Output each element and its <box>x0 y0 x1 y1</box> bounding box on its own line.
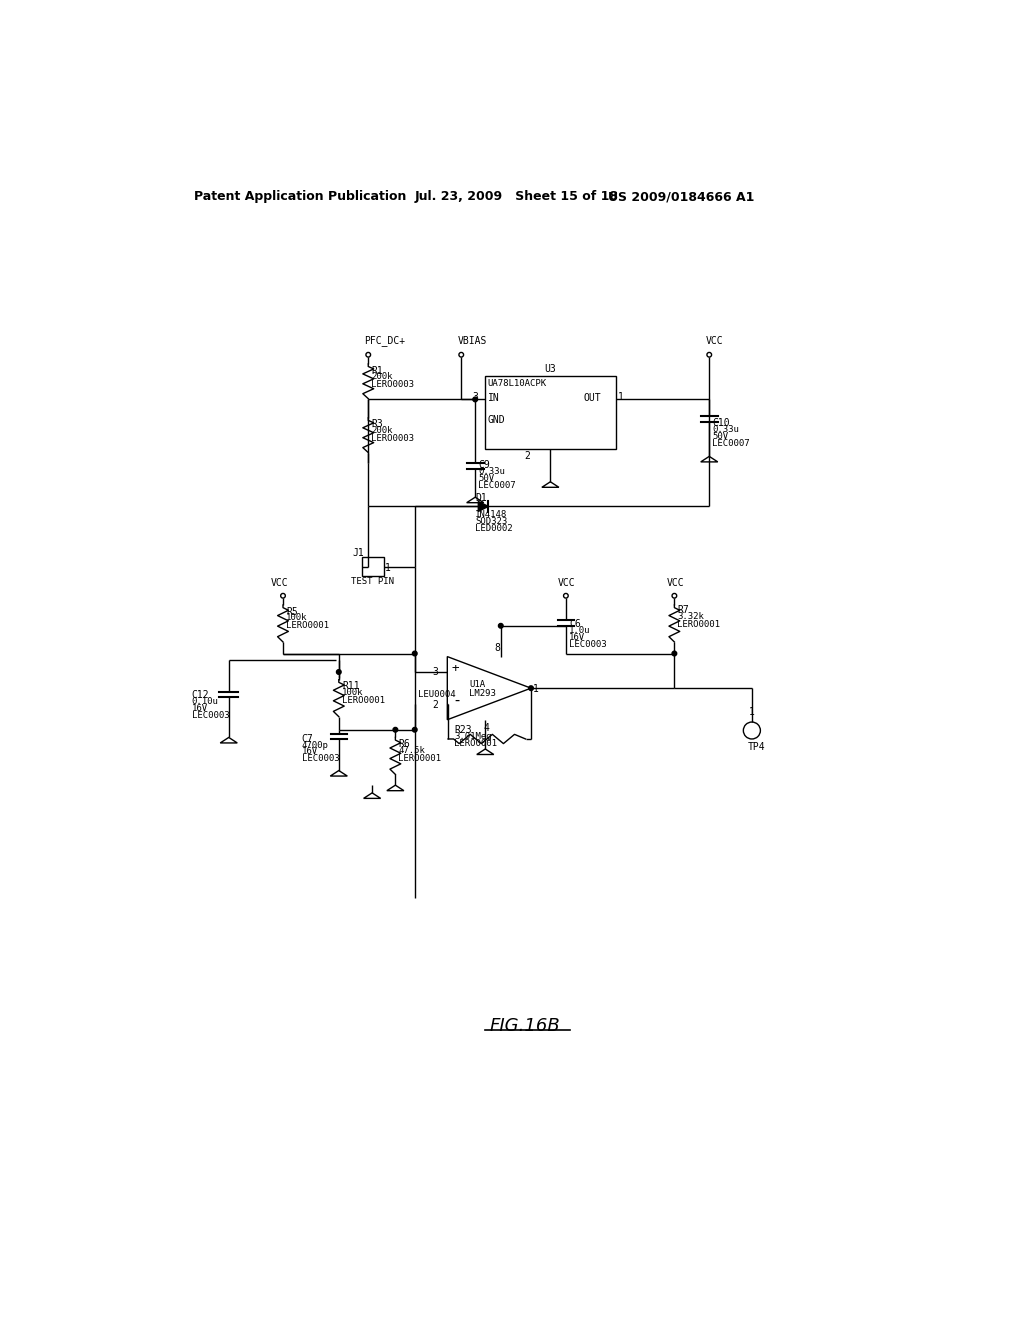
Text: 3: 3 <box>432 668 438 677</box>
Text: LERO0001: LERO0001 <box>455 739 498 748</box>
Text: IN: IN <box>487 393 500 403</box>
Text: 100k: 100k <box>286 614 307 623</box>
Text: 100k: 100k <box>342 688 364 697</box>
Text: C7: C7 <box>302 734 313 743</box>
Circle shape <box>473 397 477 401</box>
Circle shape <box>413 727 417 733</box>
Text: SOD323: SOD323 <box>475 517 508 527</box>
Text: LEC0003: LEC0003 <box>191 711 229 721</box>
Text: 3.01Meg: 3.01Meg <box>455 733 492 741</box>
Text: GND: GND <box>487 414 505 425</box>
Text: 200k: 200k <box>372 426 393 436</box>
Text: VCC: VCC <box>270 578 288 589</box>
Text: 1: 1 <box>749 708 755 718</box>
Text: U1A: U1A <box>469 681 485 689</box>
Polygon shape <box>478 502 488 511</box>
Text: 16V: 16V <box>569 632 585 642</box>
Text: LERO0001: LERO0001 <box>342 696 385 705</box>
Text: C9: C9 <box>478 461 490 470</box>
Text: 1.0u: 1.0u <box>569 626 591 635</box>
Text: TP4: TP4 <box>748 742 766 752</box>
Text: LEC0007: LEC0007 <box>713 438 750 447</box>
Text: 4700p: 4700p <box>302 741 329 750</box>
Text: 0.33u: 0.33u <box>713 425 739 434</box>
Text: 16V: 16V <box>191 705 208 713</box>
Circle shape <box>499 623 503 628</box>
Text: FIG.16B: FIG.16B <box>489 1016 560 1035</box>
Text: 47.5k: 47.5k <box>398 746 425 755</box>
Text: R7: R7 <box>678 605 689 615</box>
Text: LEC0003: LEC0003 <box>302 755 339 763</box>
Text: D1: D1 <box>475 492 487 503</box>
Text: LED0002: LED0002 <box>475 524 513 533</box>
Text: VCC: VCC <box>558 578 575 589</box>
Text: 4: 4 <box>483 723 489 733</box>
Text: 3.32k: 3.32k <box>678 612 705 620</box>
Text: LM293: LM293 <box>469 689 496 698</box>
Text: LERO0003: LERO0003 <box>372 434 415 444</box>
Text: +: + <box>452 661 460 675</box>
Text: 1: 1 <box>534 684 540 693</box>
Text: Jul. 23, 2009   Sheet 15 of 18: Jul. 23, 2009 Sheet 15 of 18 <box>415 190 618 203</box>
Text: R23: R23 <box>455 725 472 735</box>
Text: 8: 8 <box>495 643 501 652</box>
Text: PFC_DC+: PFC_DC+ <box>365 334 406 346</box>
Text: OUT: OUT <box>584 393 601 403</box>
Text: R1: R1 <box>372 366 383 375</box>
Text: Patent Application Publication: Patent Application Publication <box>194 190 407 203</box>
Text: R11: R11 <box>342 681 359 692</box>
Text: C10: C10 <box>713 418 730 428</box>
Text: VCC: VCC <box>706 335 723 346</box>
Text: C6: C6 <box>569 619 581 628</box>
Text: 1: 1 <box>385 562 390 573</box>
Text: VBIAS: VBIAS <box>458 335 486 346</box>
Text: 0.10u: 0.10u <box>191 697 218 706</box>
Text: LEC0003: LEC0003 <box>569 640 606 648</box>
Text: 50V: 50V <box>713 432 728 441</box>
Text: 1N4148: 1N4148 <box>475 511 508 519</box>
Text: LERO0001: LERO0001 <box>286 622 329 630</box>
Text: 1: 1 <box>617 392 624 401</box>
Text: LERO0003: LERO0003 <box>372 380 415 389</box>
Text: US 2009/0184666 A1: US 2009/0184666 A1 <box>608 190 755 203</box>
Text: UA78L10ACPK: UA78L10ACPK <box>487 379 547 388</box>
Bar <box>362 557 384 576</box>
Text: J1: J1 <box>352 548 365 558</box>
Text: VCC: VCC <box>667 578 684 589</box>
Text: 50V: 50V <box>478 474 495 483</box>
Text: 16V: 16V <box>302 747 317 756</box>
Text: 2: 2 <box>432 700 438 710</box>
Text: 0.33u: 0.33u <box>478 467 505 477</box>
Text: R5: R5 <box>286 607 298 616</box>
Text: U3: U3 <box>545 364 556 374</box>
Text: 200k: 200k <box>372 372 393 381</box>
Text: -: - <box>452 693 461 708</box>
Text: R3: R3 <box>372 420 383 429</box>
Text: 2: 2 <box>524 451 530 461</box>
Circle shape <box>393 727 397 733</box>
Bar <box>484 376 616 449</box>
Text: LERO0001: LERO0001 <box>398 754 441 763</box>
Circle shape <box>337 669 341 675</box>
Text: LEU0004: LEU0004 <box>418 689 456 698</box>
Text: C12: C12 <box>191 690 209 701</box>
Circle shape <box>528 686 534 690</box>
Text: LEC0007: LEC0007 <box>478 480 516 490</box>
Text: LERO0001: LERO0001 <box>678 619 721 628</box>
Text: TEST PIN: TEST PIN <box>351 577 394 586</box>
Circle shape <box>413 651 417 656</box>
Text: 3: 3 <box>472 392 478 401</box>
Text: R6: R6 <box>398 739 411 748</box>
Circle shape <box>672 651 677 656</box>
